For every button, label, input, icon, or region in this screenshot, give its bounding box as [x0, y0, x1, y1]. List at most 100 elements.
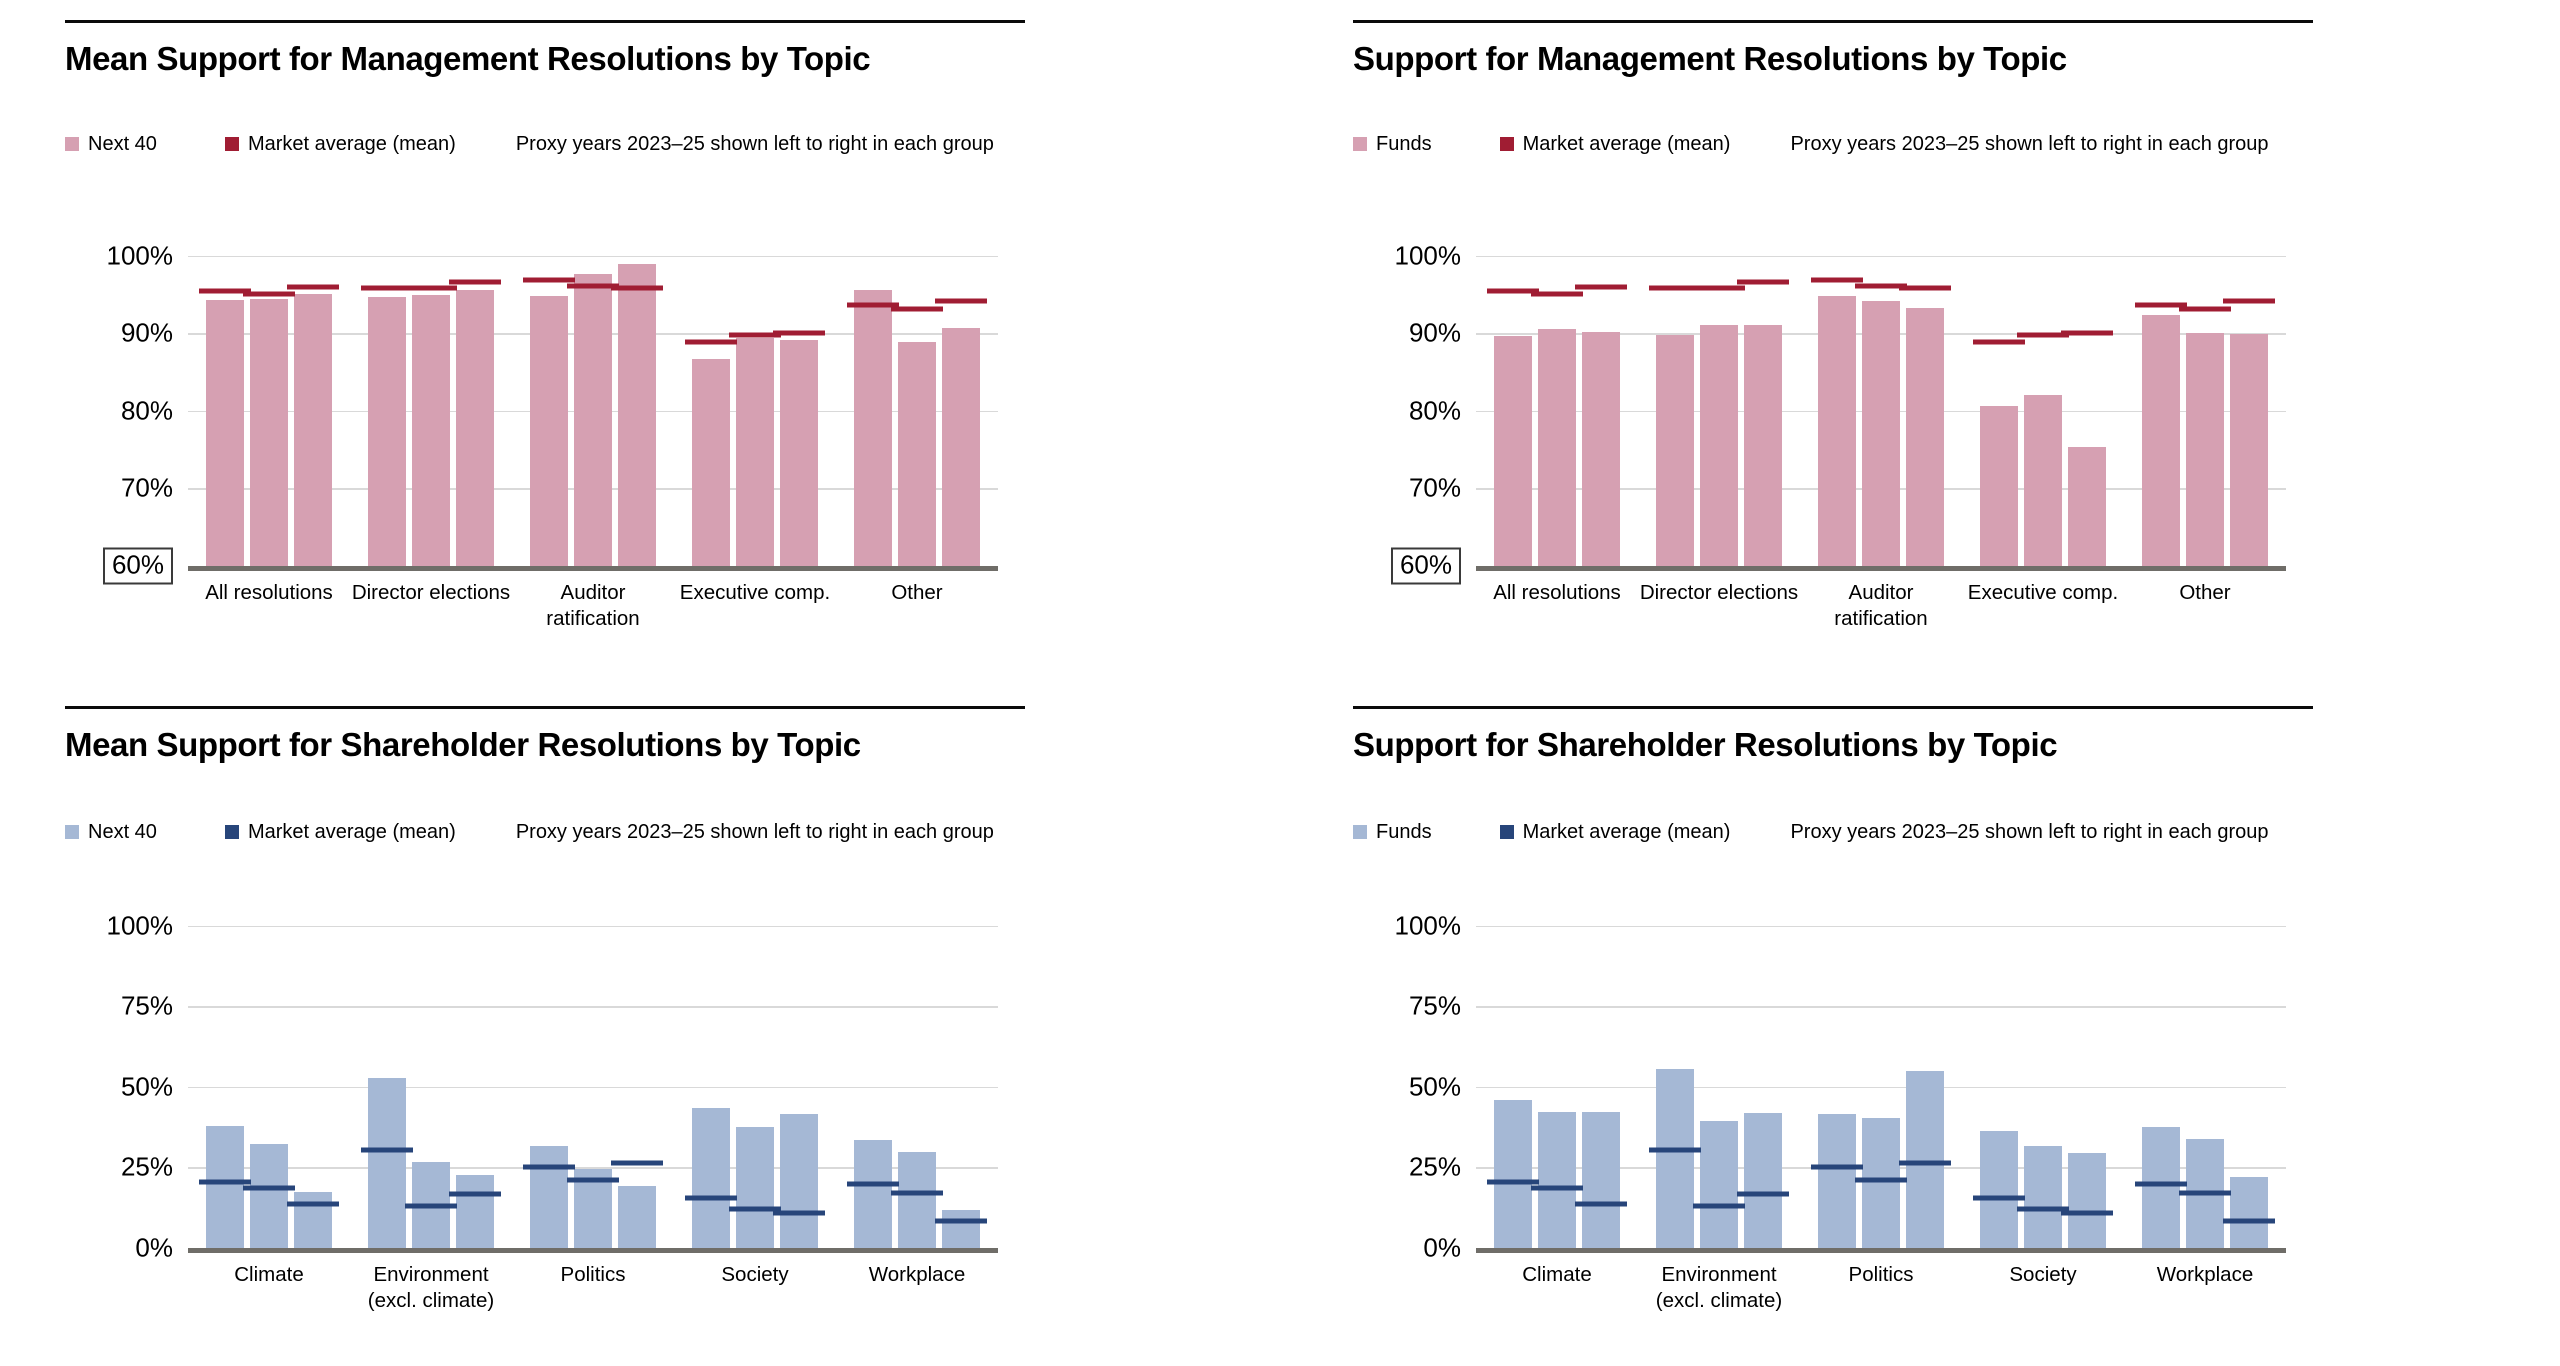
chart-sh-next40: Mean Support for Shareholder Resolutions…	[65, 706, 1025, 1315]
bar	[854, 289, 892, 566]
bar	[2230, 1177, 2268, 1248]
bar	[250, 299, 288, 566]
x-axis-labels: Climate Environment (excl. climate) Politi…	[1476, 1262, 2286, 1315]
bar	[942, 1209, 980, 1248]
y-axis-tick-label: 50%	[1408, 1071, 1461, 1102]
bar-group	[350, 256, 512, 566]
market-average-line	[361, 1147, 413, 1153]
chart-title: Mean Support for Shareholder Resolutions…	[65, 726, 861, 763]
bar-slot	[729, 256, 781, 566]
bar-slot	[685, 256, 737, 566]
bar	[294, 1191, 332, 1248]
chart-sh-funds: Support for Shareholder Resolutions by T…	[1353, 706, 2313, 1315]
bar	[294, 293, 332, 566]
top-rule	[65, 20, 1025, 23]
gridline	[1476, 925, 2286, 928]
bar-slot	[1855, 926, 1907, 1248]
plot-area: 100% 75% 50% 25% 0%	[1395, 910, 2286, 1262]
bar-slot	[1811, 256, 1863, 566]
legend-note: Proxy years 2023–25 shown left to right …	[1790, 820, 2269, 843]
bar-slot	[199, 926, 251, 1248]
x-axis-category-label: Environment (excl. climate)	[367, 1262, 495, 1313]
y-axis-tick-label: 80%	[1408, 395, 1461, 426]
market-average-line	[1737, 279, 1789, 285]
bar-group	[1476, 926, 1638, 1248]
bar-slot	[1811, 926, 1863, 1248]
market-average-line	[1899, 1160, 1951, 1166]
market-average-line	[243, 291, 295, 297]
bar-slot	[1531, 256, 1583, 566]
bar	[1980, 405, 2018, 566]
bar-slot	[199, 256, 251, 566]
top-rule	[65, 706, 1025, 709]
bar	[1582, 1111, 1620, 1248]
market-average-line	[1899, 285, 1951, 291]
bar-slot	[1649, 926, 1701, 1248]
bar	[1494, 336, 1532, 566]
y-axis-tick-label: 70%	[120, 472, 173, 503]
bar	[1700, 1121, 1738, 1248]
bar-group	[188, 256, 350, 566]
bar-slot	[2017, 926, 2069, 1248]
legend-series-label: Funds	[1376, 820, 1432, 843]
market-average-line	[685, 339, 737, 345]
bar	[780, 340, 818, 566]
market-average-line	[729, 1206, 781, 1212]
gridline	[188, 1086, 998, 1089]
y-axis-tick-label: 60%	[55, 547, 173, 585]
market-average-line	[2135, 1181, 2187, 1187]
bar-slot	[2061, 926, 2113, 1248]
legend-item-series: Funds	[1353, 133, 1432, 156]
bar	[1538, 329, 1576, 566]
bar	[1744, 324, 1782, 566]
bar-slot	[891, 256, 943, 566]
legend-market-label: Market average (mean)	[247, 132, 456, 155]
market-average-line	[1811, 1164, 1863, 1170]
market-average-line	[685, 1195, 737, 1201]
bar	[2024, 1145, 2062, 1248]
bar	[2068, 1152, 2106, 1248]
bar-groups	[188, 926, 998, 1248]
bar-slot	[449, 926, 501, 1248]
market-average-line	[891, 1190, 943, 1196]
bar	[736, 1127, 774, 1248]
bar	[1494, 1100, 1532, 1248]
bar	[1538, 1111, 1576, 1248]
bar-slot	[2135, 926, 2187, 1248]
x-axis-category-label: Director elections	[351, 580, 511, 604]
bar-group	[1638, 926, 1800, 1248]
market-average-line	[773, 1210, 825, 1216]
x-axis-category-label: Executive comp.	[679, 580, 831, 604]
market-swatch-icon	[1499, 137, 1514, 152]
bar	[1862, 1117, 1900, 1248]
bar	[692, 1108, 730, 1248]
market-average-line	[523, 277, 575, 283]
bar-group	[350, 926, 512, 1248]
bar	[1906, 307, 1944, 566]
market-average-line	[2017, 332, 2069, 338]
market-average-line	[1693, 1203, 1745, 1209]
legend-item-market: Market average (mean)	[1499, 132, 1731, 156]
market-average-line	[1487, 288, 1539, 294]
market-average-line	[567, 1177, 619, 1183]
series-swatch-icon	[1353, 825, 1367, 840]
market-average-line	[2223, 1218, 2275, 1224]
x-axis-labels: All resolutions Director elections Auditor…	[188, 580, 998, 633]
bar-slot	[729, 926, 781, 1248]
market-average-line	[1487, 1179, 1539, 1185]
x-axis-category-label: Society	[721, 1262, 789, 1286]
chart-title: Support for Shareholder Resolutions by T…	[1353, 726, 2058, 763]
bar-slot	[523, 926, 575, 1248]
market-average-line	[287, 1201, 339, 1207]
bar-slot	[405, 926, 457, 1248]
legend-market-label: Market average (mean)	[1522, 132, 1731, 155]
bar-slot	[847, 926, 899, 1248]
y-axis-tick-label: 60%	[1343, 547, 1461, 585]
bar	[2142, 1127, 2180, 1248]
y-axis-tick-label: 80%	[120, 395, 173, 426]
bar-slot	[287, 926, 339, 1248]
bar	[1700, 325, 1738, 566]
bar	[2186, 333, 2224, 566]
market-average-line	[567, 283, 619, 289]
y-axis-tick-label: 0%	[135, 1232, 173, 1263]
